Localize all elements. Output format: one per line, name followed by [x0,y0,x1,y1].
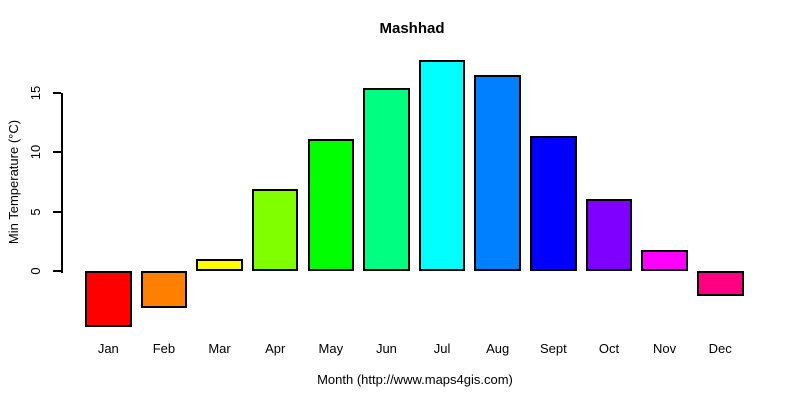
x-label-dec: Dec [708,341,732,356]
bar-aug [474,75,521,271]
bar-jul [418,59,466,271]
y-tick-label-15: 15 [28,85,43,101]
bar-jun [363,88,410,271]
y-axis-title: Min Temperature (°C) [6,119,21,245]
y-tick-15 [53,92,61,94]
y-axis-line [61,93,63,273]
bar-may [307,139,355,271]
x-label-jun: Jun [375,341,397,356]
x-label-feb: Feb [152,341,176,356]
x-label-may: May [318,341,344,356]
bar-dec [696,271,744,296]
bar-jan [85,271,132,327]
bar-mar [196,259,243,271]
bar-oct [585,198,633,271]
bar-apr [251,189,299,271]
x-label-oct: Oct [598,341,620,356]
x-label-sept: Sept [539,341,567,356]
x-label-nov: Nov [653,341,677,356]
bar-feb [140,271,188,308]
chart-title: Mashhad [379,20,445,37]
x-label-jan: Jan [97,341,119,356]
y-tick-label-10: 10 [28,145,43,160]
y-tick-10 [53,151,61,154]
x-label-jul: Jul [433,341,451,356]
y-tick-0 [53,270,61,272]
y-tick-5 [53,210,61,213]
y-tick-label-5: 5 [28,208,43,216]
x-axis-title: Month (http://www.maps4gis.com) [317,372,513,387]
bar-sept [530,135,577,271]
x-label-mar: Mar [208,341,231,356]
x-label-apr: Apr [265,341,286,356]
x-label-aug: Aug [486,341,510,356]
y-tick-label-0: 0 [28,267,43,275]
bar-nov [641,249,688,271]
